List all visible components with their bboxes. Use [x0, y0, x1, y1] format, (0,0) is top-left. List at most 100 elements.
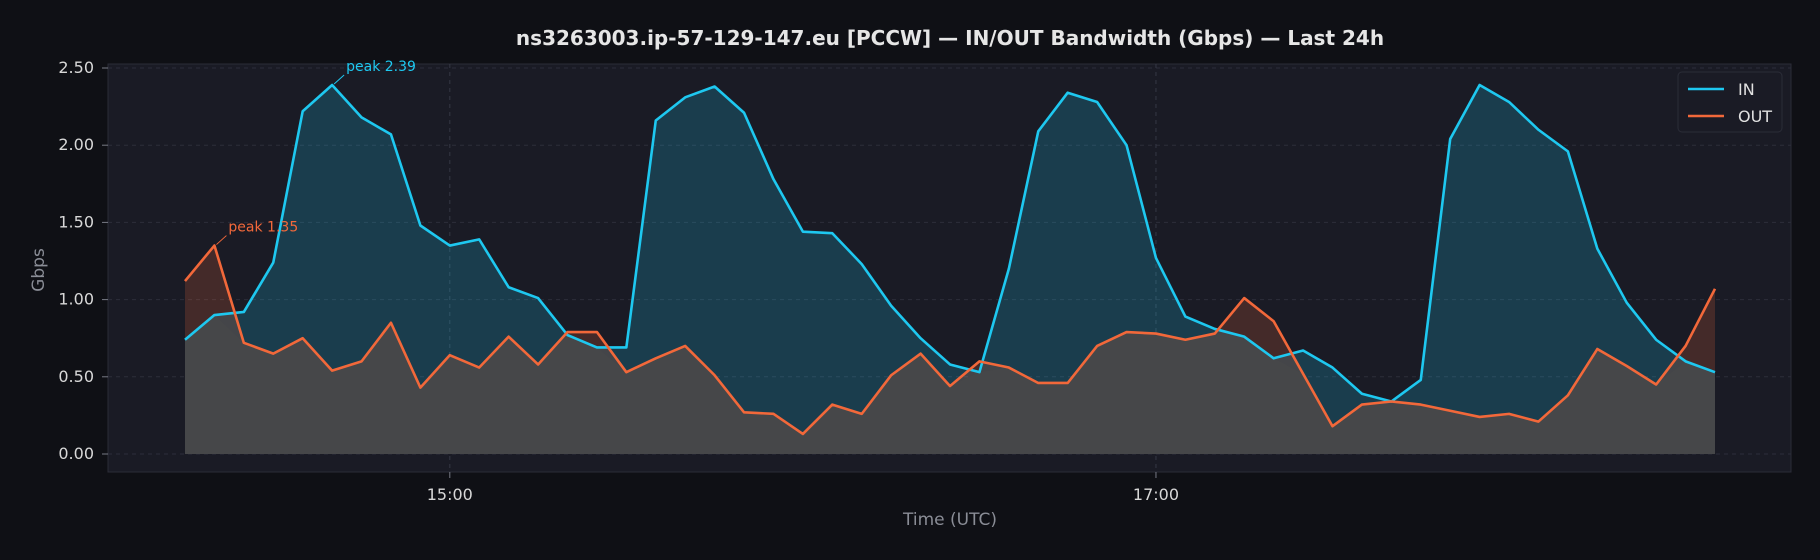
data-point-out [1242, 296, 1247, 301]
data-point-out [859, 411, 864, 416]
data-point-in [1095, 99, 1100, 104]
data-point-out [1301, 371, 1306, 376]
data-point-in [594, 345, 599, 350]
data-point-in [1624, 300, 1629, 305]
data-point-out [742, 410, 747, 415]
data-point-in [241, 309, 246, 314]
data-point-out [183, 279, 188, 284]
data-point-in [1301, 348, 1306, 353]
y-axis-ticks: 0.00 0.50 1.00 1.50 2.00 2.50 [58, 58, 108, 463]
data-point-in [1124, 143, 1129, 148]
x-axis-ticks: 15:00 17:00 [427, 472, 1179, 504]
data-point-out [1330, 424, 1335, 429]
area-overlap [185, 315, 1715, 454]
data-point-out [477, 365, 482, 370]
series-lines [183, 82, 1718, 436]
data-point-in [1036, 129, 1041, 134]
data-point-out [1095, 343, 1100, 348]
data-point-out [800, 431, 805, 436]
x-axis-label: Time (UTC) [902, 510, 997, 530]
data-point-in [712, 84, 717, 89]
data-point-in [388, 132, 393, 137]
data-point-in [418, 223, 423, 228]
peak-annotation-out: peak 1.35 [228, 220, 298, 236]
data-point-out [212, 243, 217, 248]
data-point-out [1359, 402, 1364, 407]
data-point-out [889, 373, 894, 378]
data-point-in [1595, 246, 1600, 251]
series-line-out [183, 244, 1717, 436]
data-point-out [565, 330, 570, 335]
data-point-in [859, 262, 864, 267]
data-point-in [1271, 356, 1276, 361]
data-point-in [918, 336, 923, 341]
series-fills [185, 84, 1715, 454]
data-point-in [948, 362, 953, 367]
data-point-out [712, 373, 717, 378]
data-point-out [1418, 402, 1423, 407]
data-point-in [889, 303, 894, 308]
data-point-in [624, 345, 629, 350]
y-tick-label: 1.00 [58, 290, 94, 309]
data-point-out [1713, 286, 1718, 291]
data-point-out [624, 370, 629, 375]
data-point-in [1359, 391, 1364, 396]
data-point-out [594, 330, 599, 335]
annotation-pointer [216, 235, 227, 245]
y-tick-label: 2.00 [58, 135, 94, 154]
peak-annotation-in: peak 2.39 [346, 59, 416, 75]
data-point-out [1683, 343, 1688, 348]
data-point-out [830, 402, 835, 407]
data-point-out [1389, 399, 1394, 404]
data-point-out [1536, 419, 1541, 424]
data-point-out [1183, 337, 1188, 342]
x-tick-label: 17:00 [1133, 485, 1179, 504]
data-point-in [1242, 334, 1247, 339]
data-point-in [1153, 255, 1158, 260]
data-point-out [1624, 363, 1629, 368]
data-point-out [271, 351, 276, 356]
data-point-in [1565, 149, 1570, 154]
y-tick-label: 0.00 [58, 444, 94, 463]
data-point-in [447, 243, 452, 248]
y-tick-label: 1.50 [58, 212, 94, 231]
legend-label-in: IN [1738, 80, 1755, 99]
data-point-out [536, 362, 541, 367]
data-point-in [1006, 266, 1011, 271]
data-point-out [1271, 319, 1276, 324]
data-point-in [977, 370, 982, 375]
legend: IN OUT [1677, 71, 1783, 133]
data-point-out [1477, 414, 1482, 419]
data-point-out [1654, 382, 1659, 387]
data-point-in [1683, 359, 1688, 364]
data-point-in [212, 313, 217, 318]
chart-title: ns3263003.ip-57-129-147.eu [PCCW] — IN/O… [516, 26, 1384, 50]
legend-label-out: OUT [1738, 107, 1772, 126]
data-point-in [1448, 137, 1453, 142]
data-point-out [506, 334, 511, 339]
y-tick-label: 0.50 [58, 367, 94, 386]
data-point-in [183, 337, 188, 342]
data-point-out [1565, 393, 1570, 398]
data-point-in [742, 110, 747, 115]
data-point-in [771, 177, 776, 182]
data-point-in [1536, 127, 1541, 132]
data-point-out [771, 411, 776, 416]
data-point-in [300, 109, 305, 114]
data-point-in [1418, 377, 1423, 382]
data-point-out [918, 351, 923, 356]
data-point-out [683, 343, 688, 348]
data-point-out [1036, 380, 1041, 385]
data-point-in [330, 82, 335, 87]
data-point-out [359, 359, 364, 364]
data-point-out [418, 385, 423, 390]
data-point-out [1124, 330, 1129, 335]
data-point-in [830, 231, 835, 236]
y-tick-label: 2.50 [58, 58, 94, 77]
data-point-out [447, 353, 452, 358]
data-point-in [1477, 82, 1482, 87]
data-point-in [506, 285, 511, 290]
data-point-in [800, 229, 805, 234]
data-point-out [948, 384, 953, 389]
data-point-out [653, 356, 658, 361]
